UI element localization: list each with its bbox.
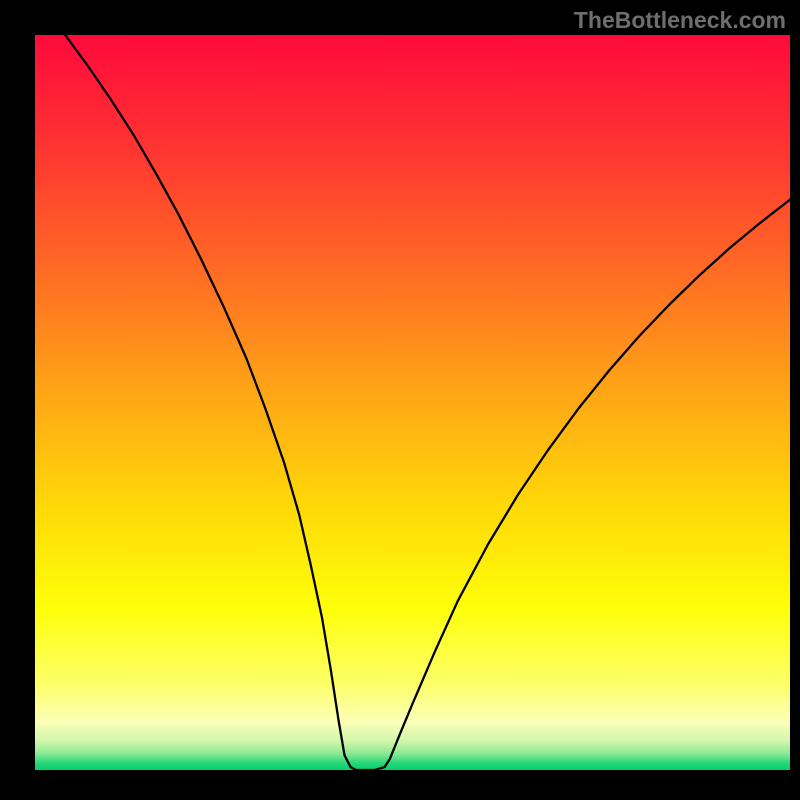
watermark-text: TheBottleneck.com [574,7,786,34]
plot-area [35,35,790,770]
plot-svg [35,35,790,770]
gradient-background [35,35,790,770]
